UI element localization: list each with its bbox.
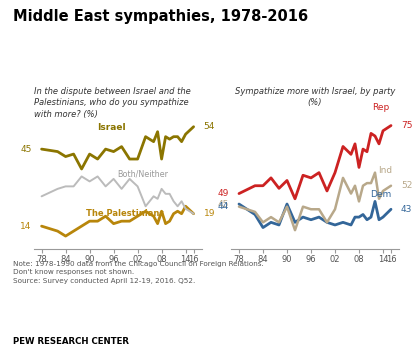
- Text: Sympathize more with Israel, by party
(%): Sympathize more with Israel, by party (%…: [235, 87, 395, 108]
- Text: Note: 1978-1990 data from the Chicago Council on Foreign Relations.
Don't know r: Note: 1978-1990 data from the Chicago Co…: [13, 261, 263, 284]
- Text: The Palestinians: The Palestinians: [86, 209, 164, 218]
- Text: PEW RESEARCH CENTER: PEW RESEARCH CENTER: [13, 337, 129, 346]
- Text: 49: 49: [218, 189, 229, 198]
- Text: In the dispute between Israel and the
Palestinians, who do you sympathize
with m: In the dispute between Israel and the Pa…: [34, 87, 190, 119]
- Text: Dem: Dem: [370, 190, 391, 199]
- Text: 75: 75: [401, 121, 412, 130]
- Text: Ind: Ind: [378, 166, 392, 175]
- Text: 45: 45: [20, 144, 32, 154]
- Text: 54: 54: [204, 122, 215, 131]
- Text: 44: 44: [218, 202, 229, 211]
- Text: Israel: Israel: [97, 123, 126, 132]
- Text: Rep: Rep: [373, 103, 390, 113]
- Text: Middle East sympathies, 1978-2016: Middle East sympathies, 1978-2016: [13, 9, 308, 24]
- Text: 19: 19: [204, 209, 215, 218]
- Text: Both/Neither: Both/Neither: [118, 169, 168, 179]
- Text: 43: 43: [401, 205, 412, 214]
- Text: 45: 45: [218, 200, 229, 208]
- Text: 14: 14: [20, 222, 32, 231]
- Text: 52: 52: [401, 181, 412, 190]
